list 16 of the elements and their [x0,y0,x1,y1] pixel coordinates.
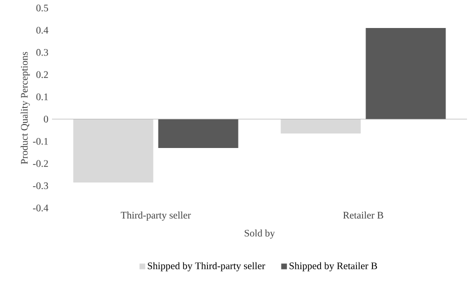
y-tick-label: -0.2 [33,160,48,167]
y-tick-label: 0.2 [36,71,48,78]
y-axis-title: Product Quality Perceptions [20,52,30,164]
y-tick-label: 0 [44,116,48,122]
y-tick-label: -0.4 [33,204,48,212]
x-tick-label: Third-party seller [120,212,191,221]
y-tick-label: 0.1 [36,93,48,100]
y-tick-label: 0.5 [36,4,48,12]
y-tick-label: 0.4 [36,26,48,34]
legend-label: Shipped by Third-party seller [148,262,266,272]
legend-label: Shipped by Retailer B [290,262,378,272]
y-tick-label: -0.1 [33,138,48,145]
y-tick-label: 0.3 [36,49,48,56]
x-axis-title: Sold by [244,229,275,239]
x-tick-label: Retailer B [343,212,384,219]
y-tick-label: -0.3 [33,182,48,190]
